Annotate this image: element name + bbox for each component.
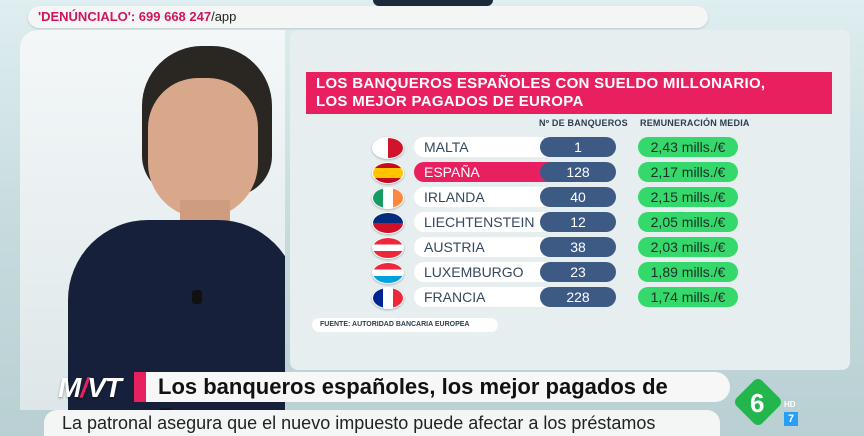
banker-count: 228 (540, 287, 616, 307)
country-name: FRANCIA (414, 287, 574, 307)
age-rating-badge: 7 (784, 412, 798, 426)
top-tab (373, 0, 493, 6)
hd-badge: HD (784, 400, 796, 409)
country-name: AUSTRIA (414, 237, 574, 257)
ticker-tail: /app (211, 9, 237, 24)
graphic-title-line2: LOS MEJOR PAGADOS DE EUROPA (316, 93, 584, 110)
graphic-title: LOS BANQUEROS ESPAÑOLES CON SUELDO MILLO… (306, 72, 832, 114)
country-name: ESPAÑA (414, 162, 574, 182)
country-name: IRLANDA (414, 187, 574, 207)
mvt-logo: M/VT (58, 372, 122, 403)
liechtenstein-flag-icon (372, 212, 404, 234)
average-pay: 1,74 mills./€ (638, 287, 738, 307)
average-pay: 1,89 mills./€ (638, 262, 738, 282)
presenter-image (20, 30, 285, 410)
country-name: LUXEMBURGO (414, 262, 574, 282)
france-flag-icon (372, 287, 404, 309)
ireland-flag-icon (372, 187, 404, 209)
ticker-bar: 'DENÚNCIALO': 699 668 247/app (28, 6, 708, 28)
la-sexta-logo-icon: 6 (732, 376, 784, 428)
col-header-pay: REMUNERACIÓN MEDIA (640, 118, 750, 128)
headline-bar: Los banqueros españoles, los mejor pagad… (134, 372, 730, 429)
banker-count: 128 (540, 162, 616, 182)
banker-count: 12 (540, 212, 616, 232)
banker-count: 1 (540, 137, 616, 157)
banker-count: 40 (540, 187, 616, 207)
ticker-lead: 'DENÚNCIALO': 699 668 247 (38, 9, 212, 24)
austria-flag-icon (372, 237, 404, 259)
average-pay: 2,03 mills./€ (638, 237, 738, 257)
subline-bar: La patronal asegura que el nuevo impuest… (44, 410, 720, 436)
luxembourg-flag-icon (372, 262, 404, 284)
graphic-title-line1: LOS BANQUEROS ESPAÑOLES CON SUELDO MILLO… (316, 75, 766, 92)
microphone-icon (192, 290, 202, 304)
average-pay: 2,15 mills./€ (638, 187, 738, 207)
spain-flag-icon (372, 162, 404, 184)
average-pay: 2,17 mills./€ (638, 162, 738, 182)
banker-count: 23 (540, 262, 616, 282)
col-header-bankers: Nº DE BANQUEROS (539, 118, 628, 128)
country-name: MALTA (414, 137, 574, 157)
average-pay: 2,05 mills./€ (638, 212, 738, 232)
malta-flag-icon (372, 137, 404, 159)
source-note: FUENTE: AUTORIDAD BANCARIA EUROPEA (312, 318, 498, 332)
banker-count: 38 (540, 237, 616, 257)
average-pay: 2,43 mills./€ (638, 137, 738, 157)
country-name: LIECHTENSTEIN (414, 212, 574, 232)
